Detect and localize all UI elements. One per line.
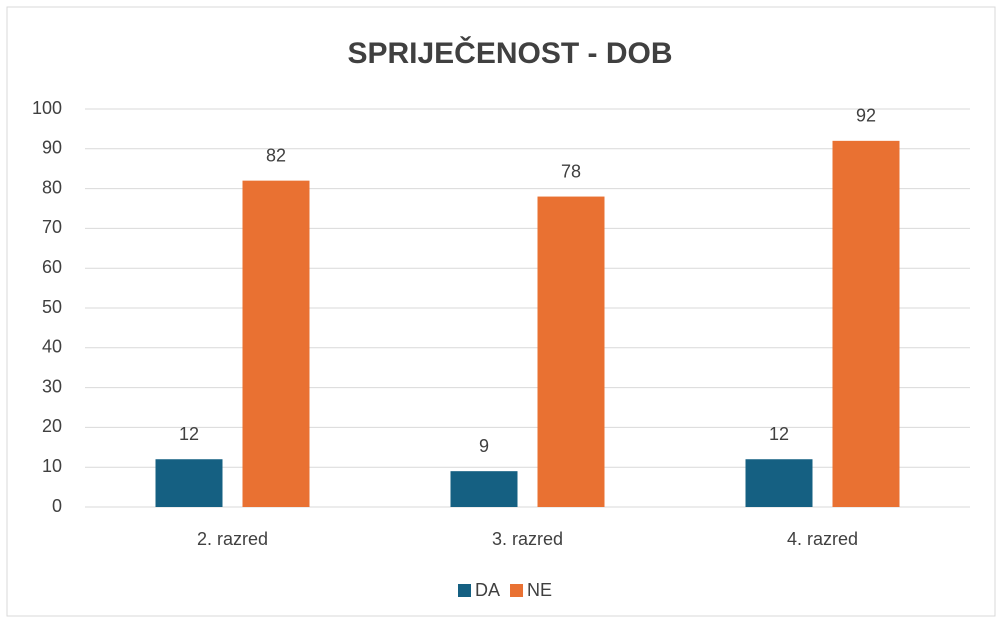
y-tick-label: 60 (42, 257, 62, 277)
y-tick-label: 10 (42, 456, 62, 476)
y-tick-label: 30 (42, 376, 62, 396)
data-label: 12 (769, 424, 789, 444)
x-tick-label: 2. razred (197, 529, 268, 549)
y-tick-label: 20 (42, 416, 62, 436)
y-tick-label: 100 (32, 98, 62, 118)
legend-label: NE (527, 580, 552, 600)
bar (537, 196, 605, 507)
y-tick-label: 40 (42, 337, 62, 357)
legend-swatch (510, 584, 524, 597)
x-tick-label: 3. razred (492, 529, 563, 549)
data-label: 82 (266, 145, 286, 165)
data-label: 92 (856, 106, 876, 126)
data-label: 12 (179, 424, 199, 444)
y-tick-label: 90 (42, 138, 62, 158)
y-tick-label: 70 (42, 217, 62, 237)
bar (745, 459, 813, 507)
chart-title: SPRIJEČENOST - DOB (347, 36, 672, 70)
y-tick-label: 80 (42, 177, 62, 197)
legend-label: DA (475, 580, 500, 600)
y-tick-label: 0 (52, 496, 62, 516)
bar (242, 180, 310, 507)
data-label: 9 (479, 436, 489, 456)
x-tick-label: 4. razred (787, 529, 858, 549)
y-tick-label: 50 (42, 297, 62, 317)
bar (832, 140, 900, 507)
legend-swatch (458, 584, 471, 597)
data-label: 78 (561, 161, 581, 181)
bar (155, 459, 223, 507)
bar (450, 471, 518, 507)
